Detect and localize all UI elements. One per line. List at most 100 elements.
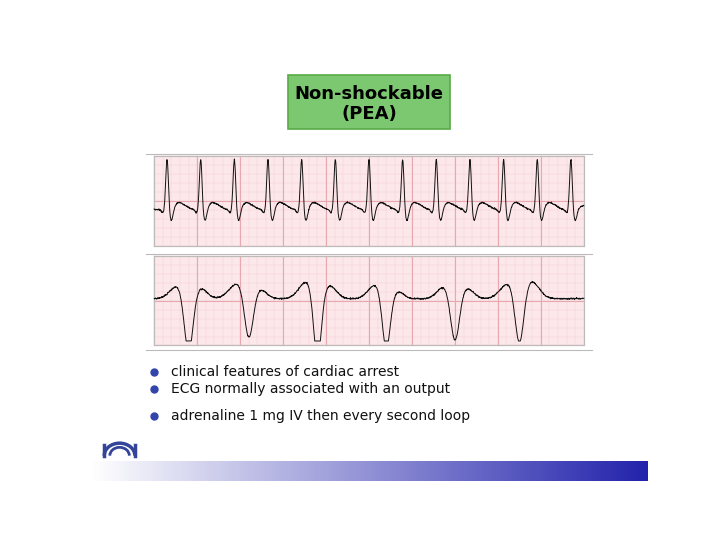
Bar: [94, 461, 96, 481]
Bar: [412, 461, 414, 481]
Bar: [130, 461, 132, 481]
Bar: [562, 461, 565, 481]
Bar: [622, 461, 624, 481]
Bar: [256, 461, 258, 481]
Bar: [348, 461, 351, 481]
Bar: [390, 461, 392, 481]
Bar: [617, 461, 619, 481]
Bar: [532, 461, 534, 481]
Bar: [221, 461, 223, 481]
Bar: [156, 461, 158, 481]
Bar: [446, 461, 449, 481]
Bar: [114, 461, 116, 481]
Bar: [223, 461, 225, 481]
Bar: [151, 461, 153, 481]
Bar: [456, 461, 458, 481]
Bar: [364, 461, 366, 481]
Bar: [204, 461, 206, 481]
Bar: [438, 461, 440, 481]
Bar: [162, 461, 164, 481]
Bar: [280, 461, 282, 481]
Bar: [149, 461, 151, 481]
Bar: [250, 461, 252, 481]
Bar: [521, 461, 523, 481]
FancyBboxPatch shape: [288, 75, 450, 129]
Bar: [197, 461, 199, 481]
Bar: [497, 461, 499, 481]
Bar: [335, 461, 337, 481]
Bar: [99, 461, 101, 481]
Bar: [543, 461, 545, 481]
Bar: [613, 461, 615, 481]
Bar: [589, 461, 591, 481]
Bar: [593, 461, 595, 481]
Bar: [392, 461, 394, 481]
Bar: [471, 461, 473, 481]
Bar: [324, 461, 326, 481]
Bar: [199, 461, 202, 481]
Bar: [598, 461, 600, 481]
Bar: [337, 461, 339, 481]
Bar: [635, 461, 637, 481]
Bar: [570, 461, 572, 481]
Bar: [626, 461, 629, 481]
Bar: [274, 461, 276, 481]
Bar: [418, 461, 420, 481]
Bar: [143, 461, 145, 481]
Bar: [591, 461, 593, 481]
Bar: [541, 461, 543, 481]
Bar: [154, 156, 584, 246]
Bar: [164, 461, 166, 481]
Bar: [629, 461, 631, 481]
Bar: [215, 461, 217, 481]
Bar: [269, 461, 271, 481]
Bar: [180, 461, 182, 481]
Bar: [451, 461, 454, 481]
Bar: [482, 461, 484, 481]
Bar: [330, 461, 333, 481]
Bar: [189, 461, 191, 481]
Bar: [127, 461, 130, 481]
Text: clinical features of cardiac arrest: clinical features of cardiac arrest: [171, 366, 399, 380]
Bar: [425, 461, 427, 481]
Bar: [440, 461, 442, 481]
Bar: [513, 461, 515, 481]
Bar: [545, 461, 547, 481]
Bar: [372, 461, 374, 481]
Bar: [495, 461, 497, 481]
Bar: [427, 461, 429, 481]
Bar: [282, 461, 284, 481]
Bar: [458, 461, 460, 481]
Bar: [171, 461, 173, 481]
Bar: [530, 461, 532, 481]
Bar: [442, 461, 444, 481]
Bar: [125, 461, 127, 481]
Bar: [357, 461, 359, 481]
Bar: [333, 461, 335, 481]
Bar: [140, 461, 143, 481]
Text: Non-shockable: Non-shockable: [294, 85, 444, 103]
Bar: [298, 461, 300, 481]
Bar: [528, 461, 530, 481]
Bar: [508, 461, 510, 481]
Bar: [517, 461, 519, 481]
Bar: [401, 461, 403, 481]
Bar: [252, 461, 254, 481]
Bar: [490, 461, 492, 481]
Bar: [315, 461, 318, 481]
Bar: [230, 461, 233, 481]
Bar: [101, 461, 103, 481]
Bar: [560, 461, 562, 481]
Bar: [644, 461, 646, 481]
Bar: [444, 461, 446, 481]
Bar: [510, 461, 513, 481]
Bar: [396, 461, 399, 481]
Bar: [381, 461, 383, 481]
Bar: [492, 461, 495, 481]
Bar: [608, 461, 611, 481]
Bar: [580, 461, 582, 481]
Bar: [565, 461, 567, 481]
Bar: [342, 461, 344, 481]
Bar: [346, 461, 348, 481]
Bar: [176, 461, 178, 481]
